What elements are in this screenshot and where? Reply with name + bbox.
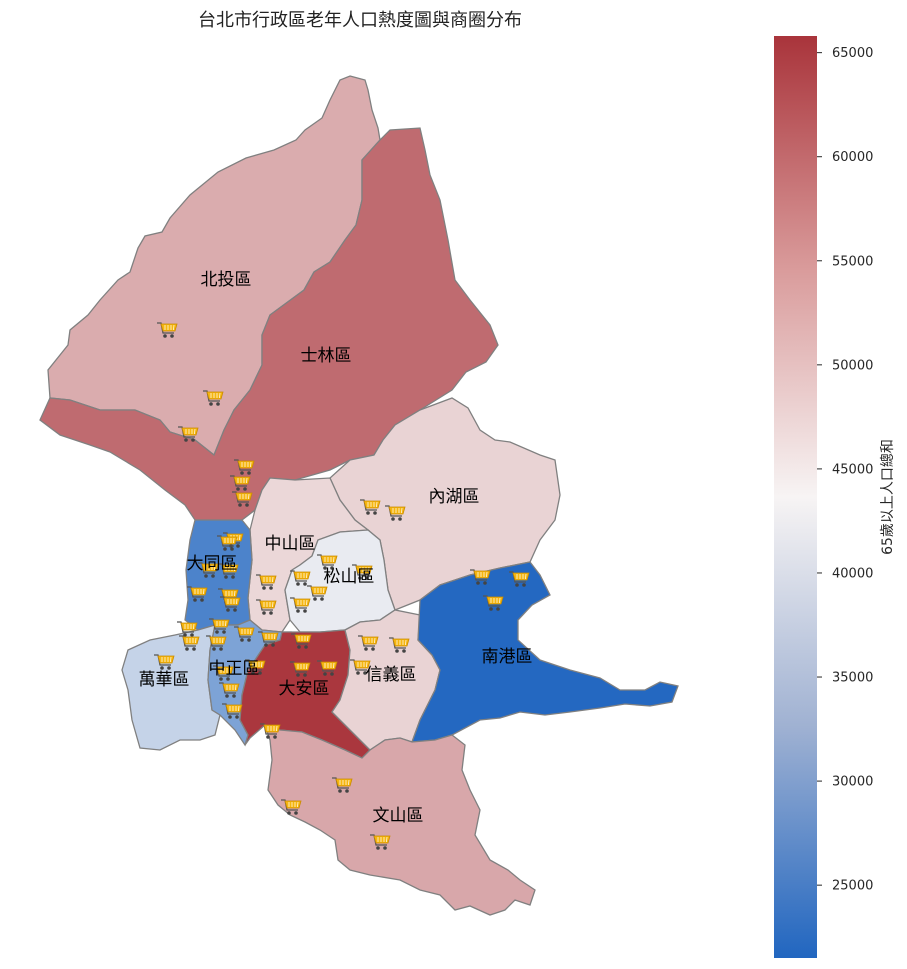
district-label-nangang: 南港區 [482,647,533,667]
shopping-cart-icon [260,723,281,739]
shopping-cart-icon [360,499,381,515]
shopping-cart-icon [230,475,251,491]
shopping-cart-icon [232,491,253,507]
shopping-cart-icon [219,682,240,698]
district-wenshan [263,723,536,916]
shopping-cart-icon [307,585,328,601]
shopping-cart-icon [389,637,410,653]
shopping-cart-icon [290,661,311,677]
shopping-cart-icon [352,564,373,580]
colorbar-ticks: 25000 30000 35000 40000 45000 50000 55000 60000… [817,46,873,894]
colorbar: 25000 30000 35000 40000 45000 50000 55000 60000… [774,36,896,958]
colorbar-tick-label: 50000 [832,358,873,373]
shopping-cart-icon [281,799,302,815]
shopping-cart-icon [179,635,200,651]
district-label-layer: 北投區 士林區 內湖區 中山區 松山區 大同區 萬華區 中正區 大安區 信義區 … [139,270,533,826]
shopping-cart-icon [206,635,227,651]
shopping-cart-icon [218,563,239,579]
shopping-cart-icon [217,535,238,551]
shopping-cart-icon [332,777,353,793]
shopping-cart-icon [157,322,178,338]
colorbar-tick-label: 35000 [832,671,873,686]
shopping-cart-icon [291,633,312,649]
shopping-cart-icon [290,597,311,613]
district-shilin [39,127,499,521]
district-nangang [411,561,679,743]
shopping-cart-icon [222,703,243,719]
colorbar-tick-label: 65000 [832,46,873,61]
shopping-cart-icon [203,390,224,406]
colorbar-tick-label: 55000 [832,254,873,269]
shopping-cart-icon [350,659,371,675]
district-label-zhongzheng: 中正區 [209,659,260,679]
colorbar-tick-label: 30000 [832,775,873,790]
district-label-shilin: 士林區 [301,346,352,366]
district-label-xinyi: 信義區 [366,665,417,685]
colorbar-tick-label: 25000 [832,879,873,894]
shopping-cart-icon [234,459,255,475]
shopping-cart-icon [245,659,266,675]
shopping-cart-icon [256,574,277,590]
district-label-beitou: 北投區 [201,270,252,290]
district-label-songshan: 松山區 [324,567,375,587]
shopping-cart-icon [385,505,406,521]
shopping-cart-icon [154,654,175,670]
shopping-cart-icon [256,599,277,615]
shopping-cart-icon [209,618,230,634]
district-label-wanhua: 萬華區 [139,670,190,690]
shopping-cart-icon [370,834,391,850]
district-label-wenshan: 文山區 [373,806,424,826]
district-label-neihu: 內湖區 [429,487,480,507]
shopping-cart-icon [178,426,199,442]
district-label-datong: 大同區 [187,554,238,574]
shopping-cart-icon [509,571,530,587]
shopping-cart-icon [317,660,338,676]
shopping-cart-icon [220,596,241,612]
shopping-cart-icon [317,554,338,570]
shopping-cart-icon [213,665,234,681]
district-label-daan: 大安區 [279,679,330,699]
map-title: 台北市行政區老年人口熱度圖與商圈分布 [198,10,522,31]
shopping-cart-icon [258,631,279,647]
shopping-cart-icon [470,569,491,585]
shopping-cart-icon [187,586,208,602]
shopping-cart-icon [234,626,255,642]
colorbar-tick-label: 40000 [832,566,873,581]
shopping-cart-icon [483,595,504,611]
colorbar-label: 65歲以上人口總和 [879,439,896,555]
colorbar-tick-label: 60000 [832,150,873,165]
shopping-cart-icon [177,621,198,637]
colorbar-tick-label: 45000 [832,462,873,477]
shopping-area-layer [154,322,530,850]
shopping-cart-icon [290,570,311,586]
district-layer [39,75,679,916]
colorbar-gradient [774,36,817,958]
shopping-cart-icon [198,562,219,578]
district-label-zhongshan: 中山區 [265,534,316,554]
shopping-cart-icon [358,635,379,651]
